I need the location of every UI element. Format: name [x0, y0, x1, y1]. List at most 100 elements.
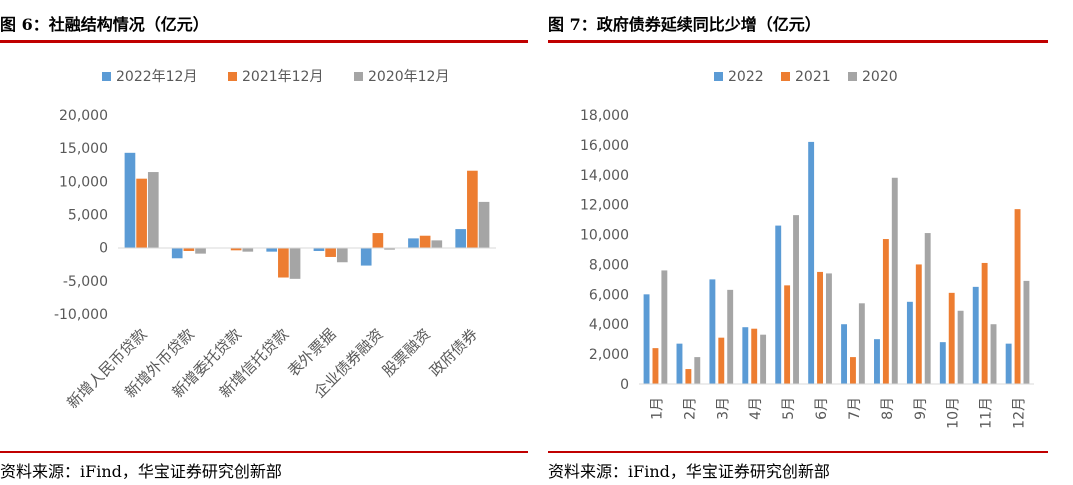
x-tick-label: 3月: [715, 397, 731, 420]
legend-label: 2021: [795, 69, 831, 85]
y-tick-label: 20,000: [59, 108, 108, 124]
bar: [661, 270, 668, 384]
x-tick-label: 6月: [814, 397, 830, 420]
bar: [1023, 280, 1030, 384]
bar: [467, 170, 478, 248]
legend-swatch: [781, 72, 790, 81]
bar: [643, 294, 650, 384]
legend-swatch: [354, 72, 363, 81]
bar: [694, 357, 701, 384]
bar: [685, 369, 692, 384]
bar: [384, 247, 395, 250]
bar: [850, 357, 856, 384]
right-figure-panel: 图 7：政府债券延续同比少增（亿元） 2022 2021 2020 0 2,000 4,0…: [548, 0, 1048, 485]
y-tick-label: 6,000: [589, 287, 629, 303]
x-tick-label: 8月: [880, 397, 896, 420]
bar: [784, 285, 791, 384]
bar: [775, 225, 782, 384]
x-tick-label: 10月: [946, 397, 962, 429]
x-tick-label: 7月: [847, 397, 863, 420]
bar: [742, 327, 749, 384]
bar: [325, 247, 336, 257]
bar: [825, 273, 832, 384]
y-tick-label: -5,000: [63, 274, 108, 290]
bar: [751, 328, 758, 384]
left-source-rule: [0, 451, 528, 453]
bar: [972, 286, 979, 384]
legend-label: 2022年12月: [116, 69, 197, 85]
y-tick-label: 2,000: [589, 347, 629, 363]
y-tick-label: 12,000: [580, 198, 629, 214]
x-tick-label: 1月: [649, 397, 665, 420]
bar: [676, 343, 683, 384]
x-tick-label: 政府债券: [426, 325, 481, 380]
bar: [360, 247, 372, 266]
y-tick-label: 5,000: [68, 208, 108, 224]
bar: [1005, 343, 1012, 384]
legend-label: 2020年12月: [368, 69, 449, 85]
left-chart: 2022年12月 2021年12月 2020年12月 -10,000 -5,000 0 5,…: [54, 69, 496, 412]
bar: [372, 233, 384, 248]
legend-label: 2021年12月: [242, 69, 323, 85]
y-tick-label: 18,000: [580, 108, 629, 124]
bar: [242, 247, 254, 252]
bar: [431, 240, 443, 248]
bar: [882, 239, 889, 384]
bar: [709, 279, 716, 384]
x-tick-label: 11月: [979, 397, 995, 429]
bar: [230, 247, 242, 251]
legend-label: 2020: [862, 69, 898, 85]
bar: [1014, 209, 1021, 384]
bar: [957, 310, 964, 384]
bar: [408, 238, 419, 248]
bar: [793, 215, 799, 384]
bar: [478, 201, 490, 248]
bar: [939, 342, 946, 384]
bar: [147, 172, 159, 248]
x-tick-label: 9月: [913, 397, 929, 420]
y-tick-label: 10,000: [580, 228, 629, 244]
legend-swatch: [228, 72, 237, 81]
y-tick-label: 0: [620, 377, 629, 393]
bar: [652, 348, 659, 384]
bar: [183, 247, 195, 251]
y-tick-label: 15,000: [59, 141, 108, 157]
bar: [874, 339, 880, 384]
bar: [841, 324, 848, 384]
right-source-note: 资料来源：iFind，华宝证券研究创新部: [548, 462, 830, 481]
bar: [817, 271, 823, 384]
x-tick-label: 股票融资: [379, 325, 434, 380]
bar: [808, 141, 815, 384]
x-tick-label: 4月: [748, 397, 764, 420]
left-source-note: 资料来源：iFind，华宝证券研究创新部: [0, 462, 282, 481]
right-chart: 2022 2021 2020 0 2,000 4,000 6,000 8,000 10,000 1…: [580, 69, 1034, 429]
bar: [313, 247, 325, 251]
bar: [289, 247, 301, 279]
bar: [915, 264, 922, 384]
x-tick-label: 2月: [682, 397, 698, 420]
bar: [760, 334, 767, 384]
x-tick-label: 5月: [781, 397, 797, 420]
x-tick-label: 12月: [1012, 397, 1028, 429]
bar: [336, 247, 348, 263]
bar: [278, 247, 289, 278]
right-source-rule: [548, 451, 1048, 453]
bar: [455, 229, 467, 248]
legend-swatch: [848, 72, 857, 81]
y-tick-label: 14,000: [580, 168, 629, 184]
right-title-rule: [548, 40, 1048, 43]
bar: [727, 289, 734, 384]
legend-swatch: [102, 72, 111, 81]
y-tick-label: 8,000: [589, 257, 629, 273]
bar: [171, 247, 183, 259]
left-figure-panel: 图 6：社融结构情况（亿元） 2022年12月 2021年12月 2020年12月 -…: [0, 0, 528, 485]
bar: [419, 235, 431, 248]
legend-label: 2022: [728, 69, 764, 85]
legend-swatch: [714, 72, 723, 81]
right-figure-title: 图 7：政府债券延续同比少增（亿元）: [548, 15, 821, 34]
bar: [136, 178, 147, 248]
bar: [195, 247, 206, 254]
bar: [990, 324, 997, 384]
y-tick-label: 16,000: [580, 138, 629, 154]
bar: [858, 303, 865, 384]
